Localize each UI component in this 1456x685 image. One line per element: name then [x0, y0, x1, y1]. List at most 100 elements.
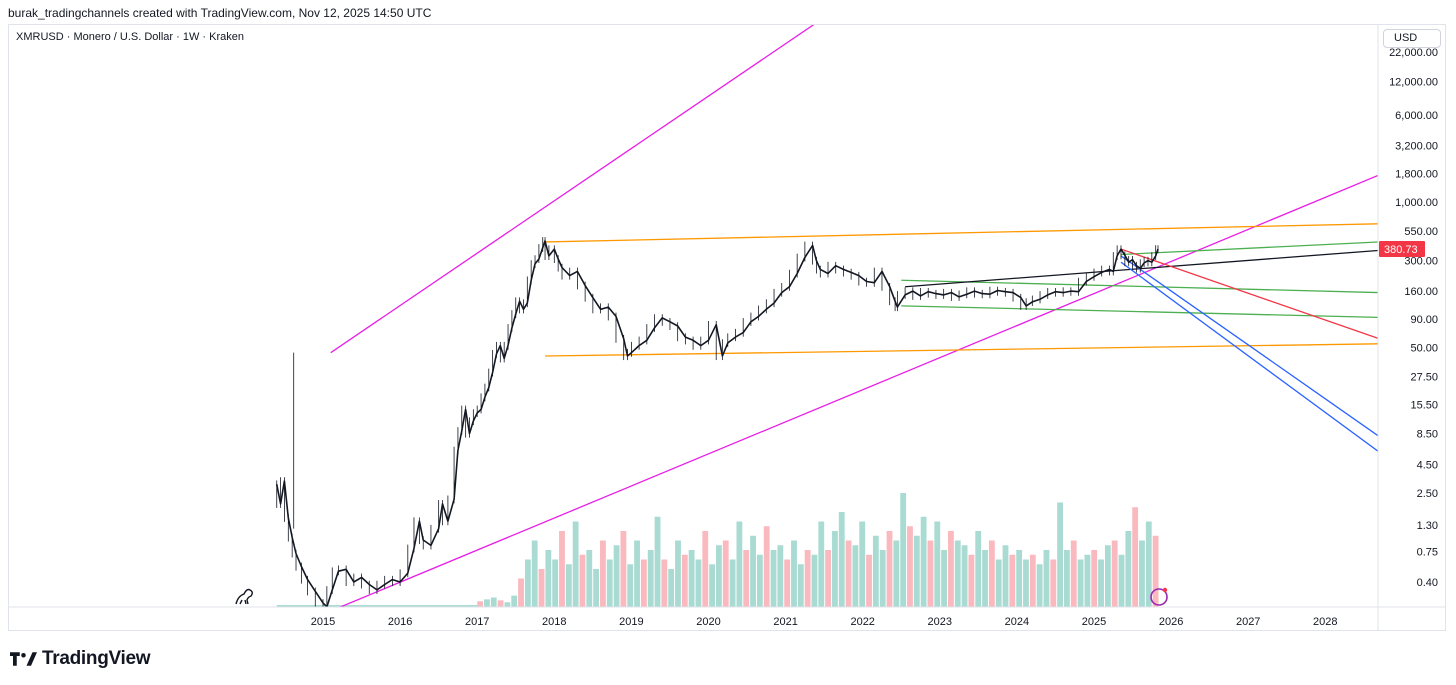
x-tick-label: 2028: [1313, 616, 1337, 628]
y-tick-label: 4.50: [1417, 459, 1438, 471]
y-tick-label: 3,200.00: [1395, 141, 1438, 153]
volume-bar: [722, 540, 729, 607]
volume-bar: [804, 550, 811, 607]
volume-bar: [716, 545, 722, 607]
volume-bar: [886, 531, 893, 607]
x-tick-label: 2015: [311, 616, 335, 628]
volume-bar: [729, 559, 736, 607]
x-tick-label: 2016: [388, 616, 412, 628]
volume-bar: [1091, 550, 1098, 607]
x-tick-label: 2022: [850, 616, 874, 628]
x-tick-label: 2025: [1082, 616, 1106, 628]
symbol-title: XMRUSD · Monero / U.S. Dollar · 1W · Kra…: [16, 31, 244, 43]
x-tick-label: 2024: [1005, 616, 1029, 628]
magenta-channel-top: [330, 25, 815, 354]
volume-bar: [579, 554, 586, 607]
volume-bar: [954, 540, 961, 607]
volume-bar: [743, 550, 750, 607]
volume-bar: [934, 521, 941, 607]
volume-bar: [1084, 554, 1091, 607]
volume-bar: [1064, 550, 1070, 607]
dino-icon: [235, 588, 253, 605]
x-tick-label: 2019: [619, 616, 643, 628]
volume-bar: [961, 545, 968, 607]
volume-bar: [668, 569, 675, 607]
price-layer: [275, 237, 1159, 607]
volume-bar: [893, 540, 900, 607]
volume-bar: [750, 535, 756, 607]
volume-bar: [1139, 540, 1145, 607]
y-tick-label: 1,800.00: [1395, 169, 1438, 181]
volume-bar: [784, 559, 791, 607]
chart-frame[interactable]: [8, 24, 1446, 631]
volume-bar: [941, 550, 948, 607]
volume-bar: [681, 554, 688, 607]
replay-icon[interactable]: [1150, 588, 1168, 606]
volume-bar: [948, 531, 954, 607]
y-tick-label: 50.00: [1410, 343, 1438, 355]
volume-bar: [511, 595, 518, 607]
volume-layer: [276, 493, 1159, 607]
volume-bar: [538, 569, 545, 607]
volume-bar: [968, 554, 975, 607]
price-line: [275, 240, 1159, 607]
volume-bar: [600, 540, 606, 607]
volume-bar: [1098, 559, 1104, 607]
volume-bar: [1152, 535, 1159, 607]
y-tick-label: 8.50: [1417, 429, 1438, 441]
volume-bar: [1104, 545, 1111, 607]
volume-bar: [1057, 502, 1064, 607]
volume-bar: [559, 531, 565, 607]
volume-bar: [1009, 554, 1016, 607]
green-mid-line: [901, 279, 1378, 294]
volume-bar: [1125, 531, 1132, 607]
y-tick-label: 15.50: [1410, 399, 1438, 411]
blue-line-2: [1120, 261, 1378, 453]
x-tick-label: 2020: [696, 616, 720, 628]
tradingview-logo[interactable]: TradingView: [10, 648, 151, 670]
volume-bar: [1070, 540, 1077, 607]
volume-bar: [661, 559, 668, 607]
volume-bar: [709, 564, 716, 607]
attribution-text: burak_tradingchannels created with Tradi…: [8, 6, 432, 20]
volume-bar: [825, 550, 832, 607]
x-tick-label: 2017: [465, 616, 489, 628]
volume-bar: [634, 540, 640, 607]
volume-bar: [688, 550, 695, 607]
volume-bar: [872, 535, 879, 607]
volume-bar: [484, 599, 490, 607]
volume-bar: [531, 540, 538, 607]
volume-bar: [545, 550, 552, 607]
currency-button[interactable]: USD: [1383, 29, 1441, 48]
volume-bar: [859, 521, 866, 607]
volume-bar: [518, 578, 524, 607]
y-tick-label: 1.30: [1417, 520, 1438, 532]
y-tick-label: 1,000.00: [1395, 197, 1438, 209]
volume-bar: [654, 516, 661, 607]
volume-bar: [756, 554, 763, 607]
volume-bar: [866, 554, 872, 607]
y-tick-label: 22,000.00: [1389, 47, 1438, 59]
volume-bar: [770, 550, 777, 607]
tradingview-wordmark: TradingView: [42, 648, 151, 669]
volume-bar: [736, 521, 743, 607]
y-tick-label: 300.00: [1404, 256, 1438, 268]
y-tick-label: 6,000.00: [1395, 110, 1438, 122]
volume-bar: [791, 540, 797, 607]
volume-bar: [995, 559, 1002, 607]
volume-bar: [797, 564, 804, 607]
volume-bar: [1132, 507, 1139, 607]
volume-bar: [627, 564, 634, 607]
magenta-channel-bottom: [338, 174, 1378, 607]
volume-bar: [497, 600, 504, 607]
y-tick-label: 27.50: [1410, 372, 1438, 384]
last-price-tag: [1379, 240, 1425, 257]
volume-bar: [606, 559, 613, 607]
volume-bar: [1043, 550, 1050, 607]
volume-bar: [552, 559, 559, 607]
y-tick-label: 2.50: [1417, 488, 1438, 500]
x-tick-label: 2023: [928, 616, 952, 628]
volume-bar: [913, 535, 920, 607]
volume-bar: [811, 554, 818, 607]
